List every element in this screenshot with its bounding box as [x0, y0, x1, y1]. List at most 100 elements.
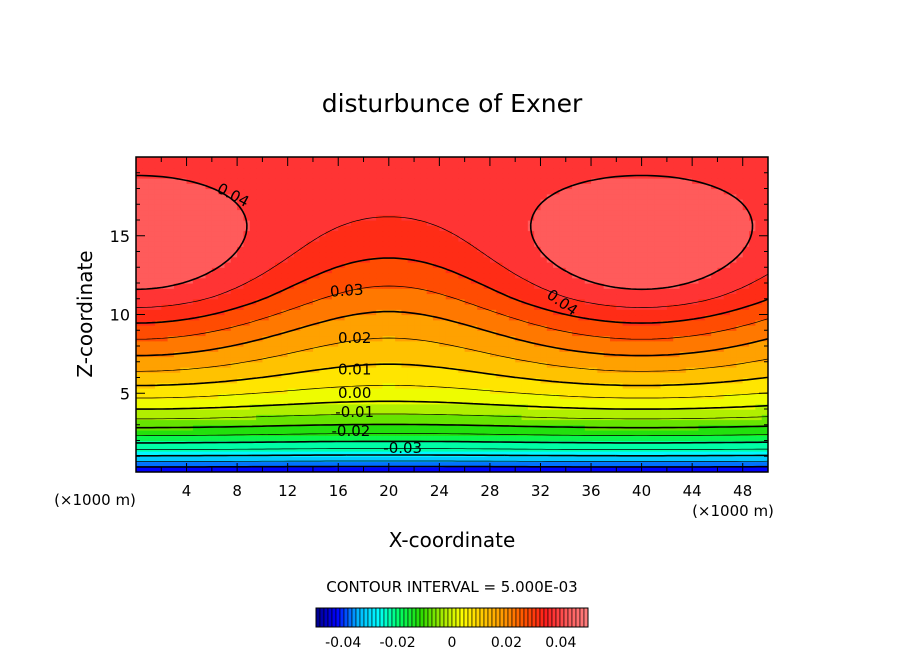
field-cell: [173, 309, 181, 316]
field-cell: [616, 256, 624, 263]
field-cell: [382, 251, 390, 258]
field-cell: [376, 262, 384, 268]
field-cell: [249, 346, 257, 352]
field-cell: [154, 309, 162, 316]
field-cell: [161, 304, 169, 310]
field-cell: [338, 214, 346, 221]
field-cell: [338, 277, 346, 284]
field-cell: [603, 419, 611, 426]
field-cell: [755, 330, 763, 337]
field-cell: [483, 230, 491, 237]
field-cell: [294, 419, 301, 426]
field-cell: [610, 235, 617, 242]
field-cell: [628, 304, 636, 310]
field-cell: [186, 466, 194, 472]
field-cell: [749, 424, 756, 431]
field-cell: [401, 372, 409, 379]
field-cell: [660, 246, 668, 253]
field-cell: [224, 372, 232, 379]
field-cell: [161, 451, 169, 457]
field-cell: [591, 246, 598, 253]
field-cell: [755, 461, 763, 468]
field-cell: [673, 372, 681, 379]
field-cell: [572, 451, 579, 457]
field-cell: [496, 382, 504, 389]
field-cell: [603, 293, 611, 300]
field-cell: [685, 283, 693, 289]
field-cell: [142, 393, 150, 400]
field-cell: [711, 409, 719, 415]
field-cell: [559, 283, 567, 289]
field-cell: [230, 277, 238, 284]
field-cell: [224, 214, 232, 221]
field-cell: [306, 367, 314, 373]
field-cell: [502, 388, 510, 394]
field-cell: [192, 356, 200, 363]
field-cell: [610, 256, 617, 263]
field-cell: [698, 445, 706, 452]
field-cell: [243, 382, 251, 389]
field-cell: [268, 361, 276, 368]
field-cell: [262, 445, 270, 452]
field-cell: [578, 293, 586, 300]
field-cell: [755, 214, 763, 221]
field-cell: [414, 209, 421, 216]
field-cell: [616, 283, 624, 289]
field-cell: [711, 403, 719, 410]
field-cell: [470, 398, 478, 405]
field-cell: [470, 430, 478, 436]
field-cell: [572, 304, 579, 310]
field-cell: [275, 262, 282, 268]
field-cell: [357, 419, 365, 426]
field-cell: [546, 445, 554, 452]
field-cell: [439, 288, 447, 295]
field-cell: [565, 382, 573, 389]
field-cell: [616, 414, 624, 421]
field-cell: [742, 466, 750, 472]
field-cell: [433, 298, 440, 305]
field-cell: [553, 356, 561, 363]
field-cell: [527, 372, 535, 379]
field-cell: [249, 451, 257, 457]
field-cell: [395, 314, 403, 321]
field-cell: [218, 330, 226, 337]
field-cell: [306, 466, 314, 472]
field-cell: [635, 340, 643, 347]
field-cell: [603, 272, 611, 279]
field-cell: [205, 409, 213, 415]
field-cell: [433, 319, 440, 326]
field-cell: [338, 272, 346, 279]
field-cell: [527, 314, 535, 321]
field-cell: [306, 414, 314, 421]
field-cell: [363, 377, 371, 384]
field-cell: [237, 309, 245, 316]
field-cell: [736, 372, 744, 379]
field-cell: [388, 256, 396, 263]
field-cell: [628, 262, 636, 268]
field-cell: [546, 414, 554, 421]
field-cell: [186, 267, 194, 274]
field-cell: [761, 435, 768, 442]
field-cell: [742, 398, 750, 405]
field-cell: [597, 256, 605, 263]
field-cell: [306, 235, 314, 242]
field-cell: [344, 372, 352, 379]
field-cell: [205, 398, 213, 405]
field-cell: [521, 393, 529, 400]
field-cell: [154, 251, 162, 258]
field-cell: [167, 220, 175, 226]
field-cell: [464, 325, 472, 331]
field-cell: [685, 382, 693, 389]
field-cell: [312, 214, 320, 221]
field-cell: [369, 272, 377, 279]
field-cell: [344, 414, 352, 421]
field-cell: [730, 414, 737, 421]
field-cell: [572, 466, 579, 472]
field-cell: [483, 298, 491, 305]
field-cell: [420, 435, 428, 442]
field-cell: [287, 241, 295, 247]
field-cell: [685, 230, 693, 237]
field-cell: [180, 277, 188, 284]
field-cell: [230, 356, 238, 363]
field-cell: [294, 440, 301, 447]
